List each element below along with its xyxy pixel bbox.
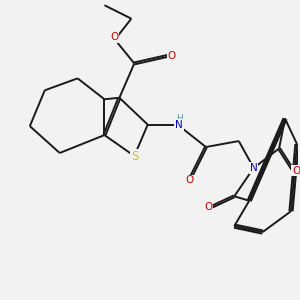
Text: O: O [110, 32, 118, 42]
Text: O: O [204, 202, 212, 212]
Text: O: O [167, 51, 176, 61]
Text: S: S [131, 150, 139, 163]
Text: O: O [292, 166, 300, 176]
Text: H: H [176, 114, 182, 123]
Text: N: N [175, 120, 183, 130]
Text: O: O [185, 176, 194, 185]
Text: N: N [250, 163, 258, 173]
